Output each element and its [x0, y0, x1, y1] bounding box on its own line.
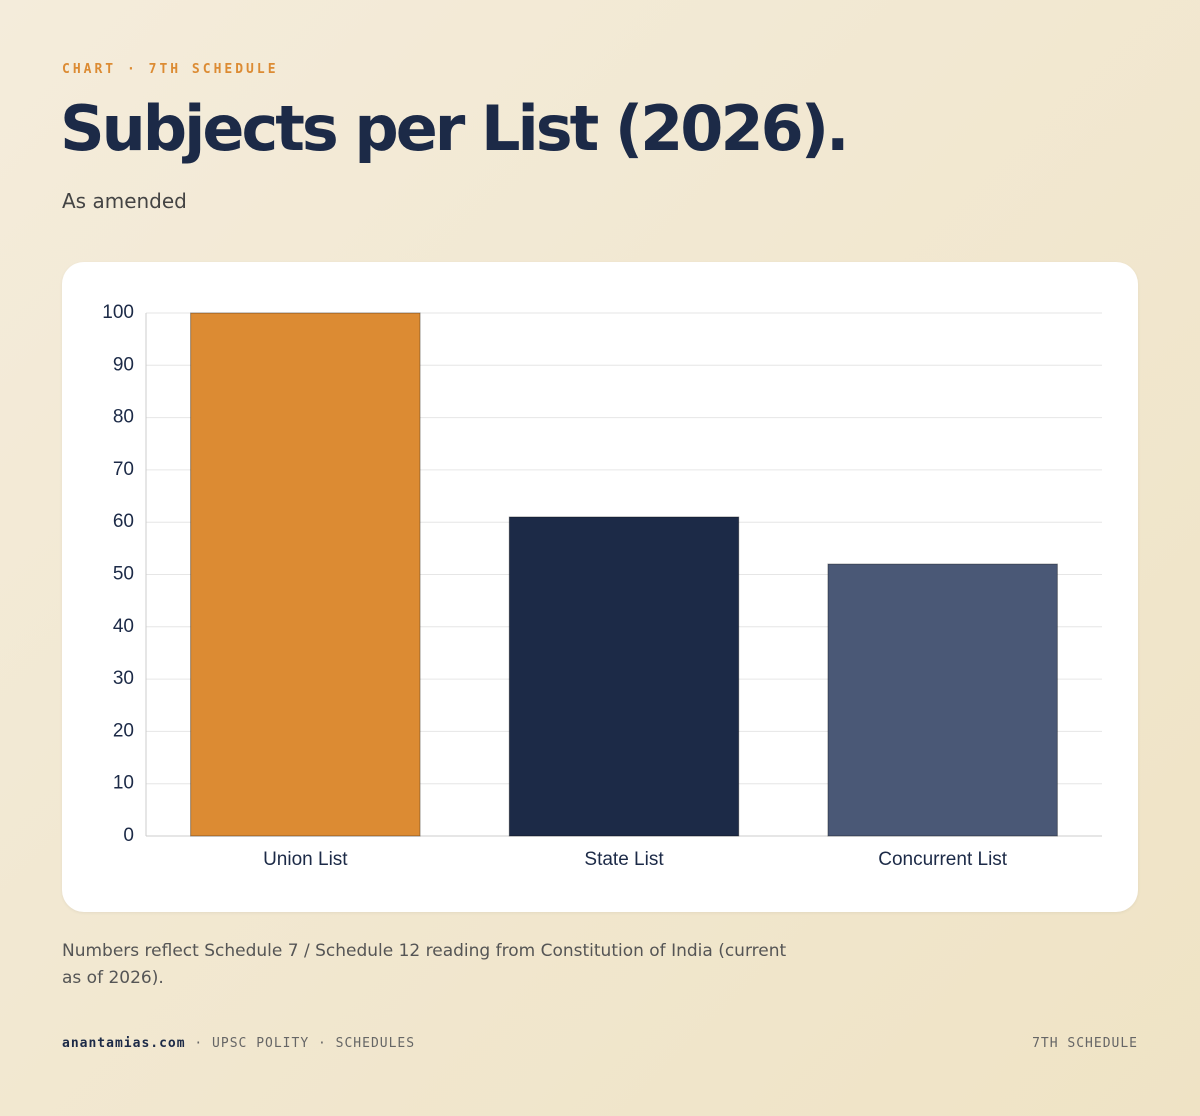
x-tick-label: Concurrent List [878, 849, 1008, 870]
x-tick-label: Union List [263, 849, 348, 870]
footnote: Numbers reflect Schedule 7 / Schedule 12… [62, 941, 787, 988]
eyebrow: CHART · 7TH SCHEDULE [62, 62, 279, 77]
footer-left: anantamias.com · UPSC POLITY · SCHEDULES [62, 1036, 415, 1051]
y-tick-label: 60 [113, 511, 134, 532]
y-tick-label: 70 [113, 459, 134, 480]
y-tick-label: 100 [102, 302, 134, 323]
y-tick-label: 50 [113, 564, 134, 585]
y-tick-label: 10 [113, 773, 134, 794]
y-tick-label: 40 [113, 616, 134, 637]
bar [190, 312, 421, 837]
chart-card: 0 10 20 30 40 50 60 70 80 90 100 Union List State Li… [62, 262, 1138, 912]
subtitle: As amended [62, 189, 187, 213]
footer-right: 7TH SCHEDULE [1032, 1036, 1138, 1051]
footer-section: · UPSC POLITY · SCHEDULES [194, 1036, 416, 1051]
chart: 0 10 20 30 40 50 60 70 80 90 100 Union List State Li… [102, 302, 1102, 870]
y-tick-label: 30 [113, 668, 134, 689]
y-tick-label: 90 [113, 354, 134, 375]
bar [508, 516, 740, 837]
chart-title: Subjects per List (2026). [60, 92, 850, 165]
x-tick-label: State List [584, 849, 664, 870]
y-tick-label: 80 [113, 407, 134, 428]
y-tick-label: 0 [123, 825, 134, 846]
brand: anantamias.com [62, 1036, 186, 1051]
y-tick-label: 20 [113, 720, 134, 741]
bar [827, 563, 1058, 837]
